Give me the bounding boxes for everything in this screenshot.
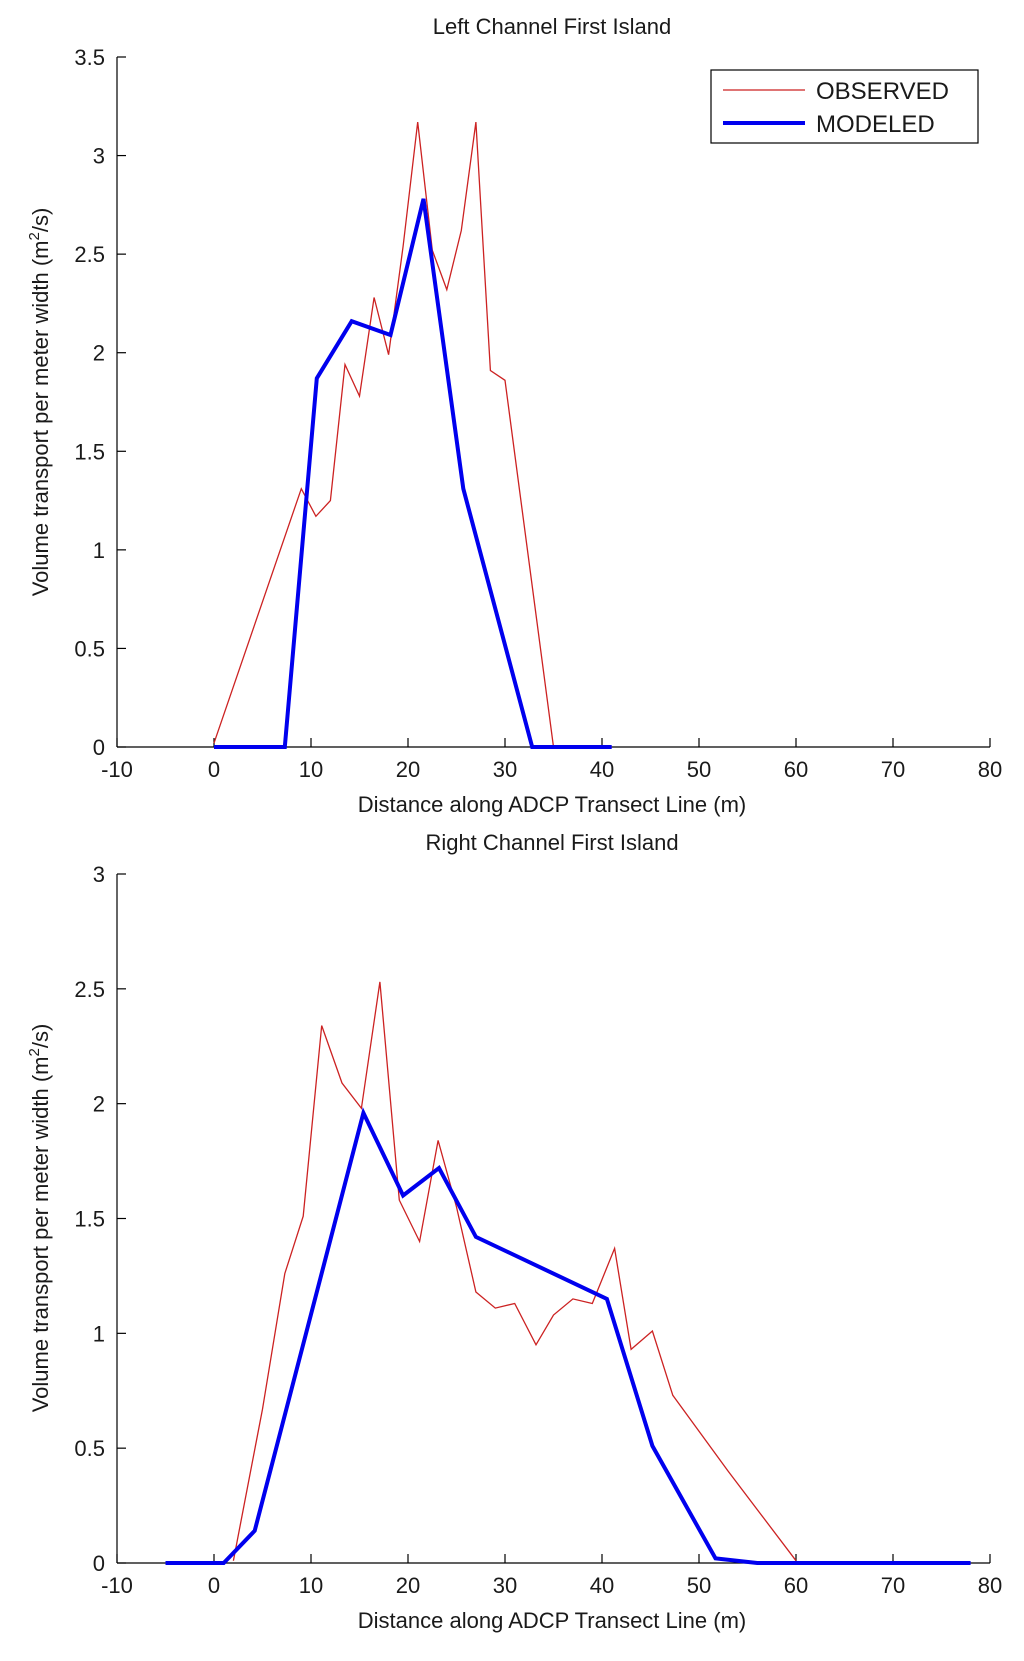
x-tick-label: 20 <box>396 757 420 782</box>
y-tick-label: 3 <box>93 144 105 169</box>
y-tick-label: 2 <box>93 1092 105 1117</box>
series-line-modeled <box>214 198 612 749</box>
y-axis-label: Volume transport per meter width (m2/s) <box>26 1024 53 1413</box>
x-tick-label: 60 <box>784 1573 808 1598</box>
series-line-observed <box>232 981 797 1562</box>
y-axis-label-superscript: 2 <box>26 1048 43 1056</box>
y-axis-label-tail: /s) <box>28 208 53 232</box>
y-tick-label: 1 <box>93 538 105 563</box>
y-tick-label: 0.5 <box>74 1436 105 1461</box>
y-tick-label: 0.5 <box>74 636 105 661</box>
chart-right-channel: Right Channel First Island 0 0.5 1 1.5 2 2.5 3… <box>26 830 1002 1633</box>
legend-label-observed: OBSERVED <box>816 78 949 105</box>
series-group <box>213 122 612 749</box>
legend-label-modeled: MODELED <box>816 111 935 138</box>
y-axis-label-main: Volume transport per meter width (m <box>28 240 53 596</box>
x-tick-label: 40 <box>590 757 614 782</box>
chart-title: Right Channel First Island <box>425 830 678 855</box>
x-tick-label: 80 <box>978 1573 1002 1598</box>
x-tick-label: 20 <box>396 1573 420 1598</box>
y-tick-label: 2.5 <box>74 977 105 1002</box>
y-axis-label-superscript: 2 <box>26 232 43 240</box>
x-tick-label: 30 <box>493 1573 517 1598</box>
x-axis-label: Distance along ADCP Transect Line (m) <box>358 792 746 817</box>
chart-title: Left Channel First Island <box>433 14 671 39</box>
y-tick-label: 1.5 <box>74 439 105 464</box>
y-axis-ticks: 0 0.5 1 1.5 2 2.5 3 3.5 <box>74 45 126 760</box>
y-tick-label: 2 <box>93 341 105 366</box>
x-tick-label: 70 <box>881 1573 905 1598</box>
series-line-modeled <box>165 1107 971 1565</box>
series-group <box>165 981 971 1565</box>
x-axis-ticks: -10 0 10 20 30 40 50 60 70 80 <box>101 738 1002 782</box>
legend: OBSERVED MODELED <box>710 69 979 144</box>
x-tick-label: 50 <box>687 1573 711 1598</box>
x-tick-label: 10 <box>299 757 323 782</box>
y-axis-label-tail: /s) <box>28 1024 53 1048</box>
y-tick-label: 1 <box>93 1321 105 1346</box>
x-tick-label: -10 <box>101 1573 133 1598</box>
chart-left-channel: Left Channel First Island 0 0.5 1 1.5 2 2.5 3 3… <box>26 14 1002 817</box>
x-tick-label: 60 <box>784 757 808 782</box>
series-line-observed <box>213 122 612 748</box>
x-tick-label: 10 <box>299 1573 323 1598</box>
y-axis-label: Volume transport per meter width (m2/s) <box>26 208 53 597</box>
x-axis-ticks: -10 0 10 20 30 40 50 60 70 80 <box>101 1554 1002 1598</box>
x-tick-label: 30 <box>493 757 517 782</box>
x-tick-label: -10 <box>101 757 133 782</box>
legend-box <box>710 69 979 144</box>
y-tick-label: 0 <box>93 1551 105 1576</box>
y-axis-label-main: Volume transport per meter width (m <box>28 1056 53 1412</box>
y-tick-label: 3 <box>93 862 105 887</box>
y-tick-label: 0 <box>93 735 105 760</box>
x-tick-label: 0 <box>208 1573 220 1598</box>
y-tick-label: 1.5 <box>74 1207 105 1232</box>
x-tick-label: 0 <box>208 757 220 782</box>
y-tick-label: 2.5 <box>74 242 105 267</box>
y-tick-label: 3.5 <box>74 45 105 70</box>
x-axis-label: Distance along ADCP Transect Line (m) <box>358 1608 746 1633</box>
x-tick-label: 40 <box>590 1573 614 1598</box>
x-tick-label: 80 <box>978 757 1002 782</box>
x-tick-label: 70 <box>881 757 905 782</box>
x-tick-label: 50 <box>687 757 711 782</box>
y-axis-ticks: 0 0.5 1 1.5 2 2.5 3 <box>74 862 126 1576</box>
